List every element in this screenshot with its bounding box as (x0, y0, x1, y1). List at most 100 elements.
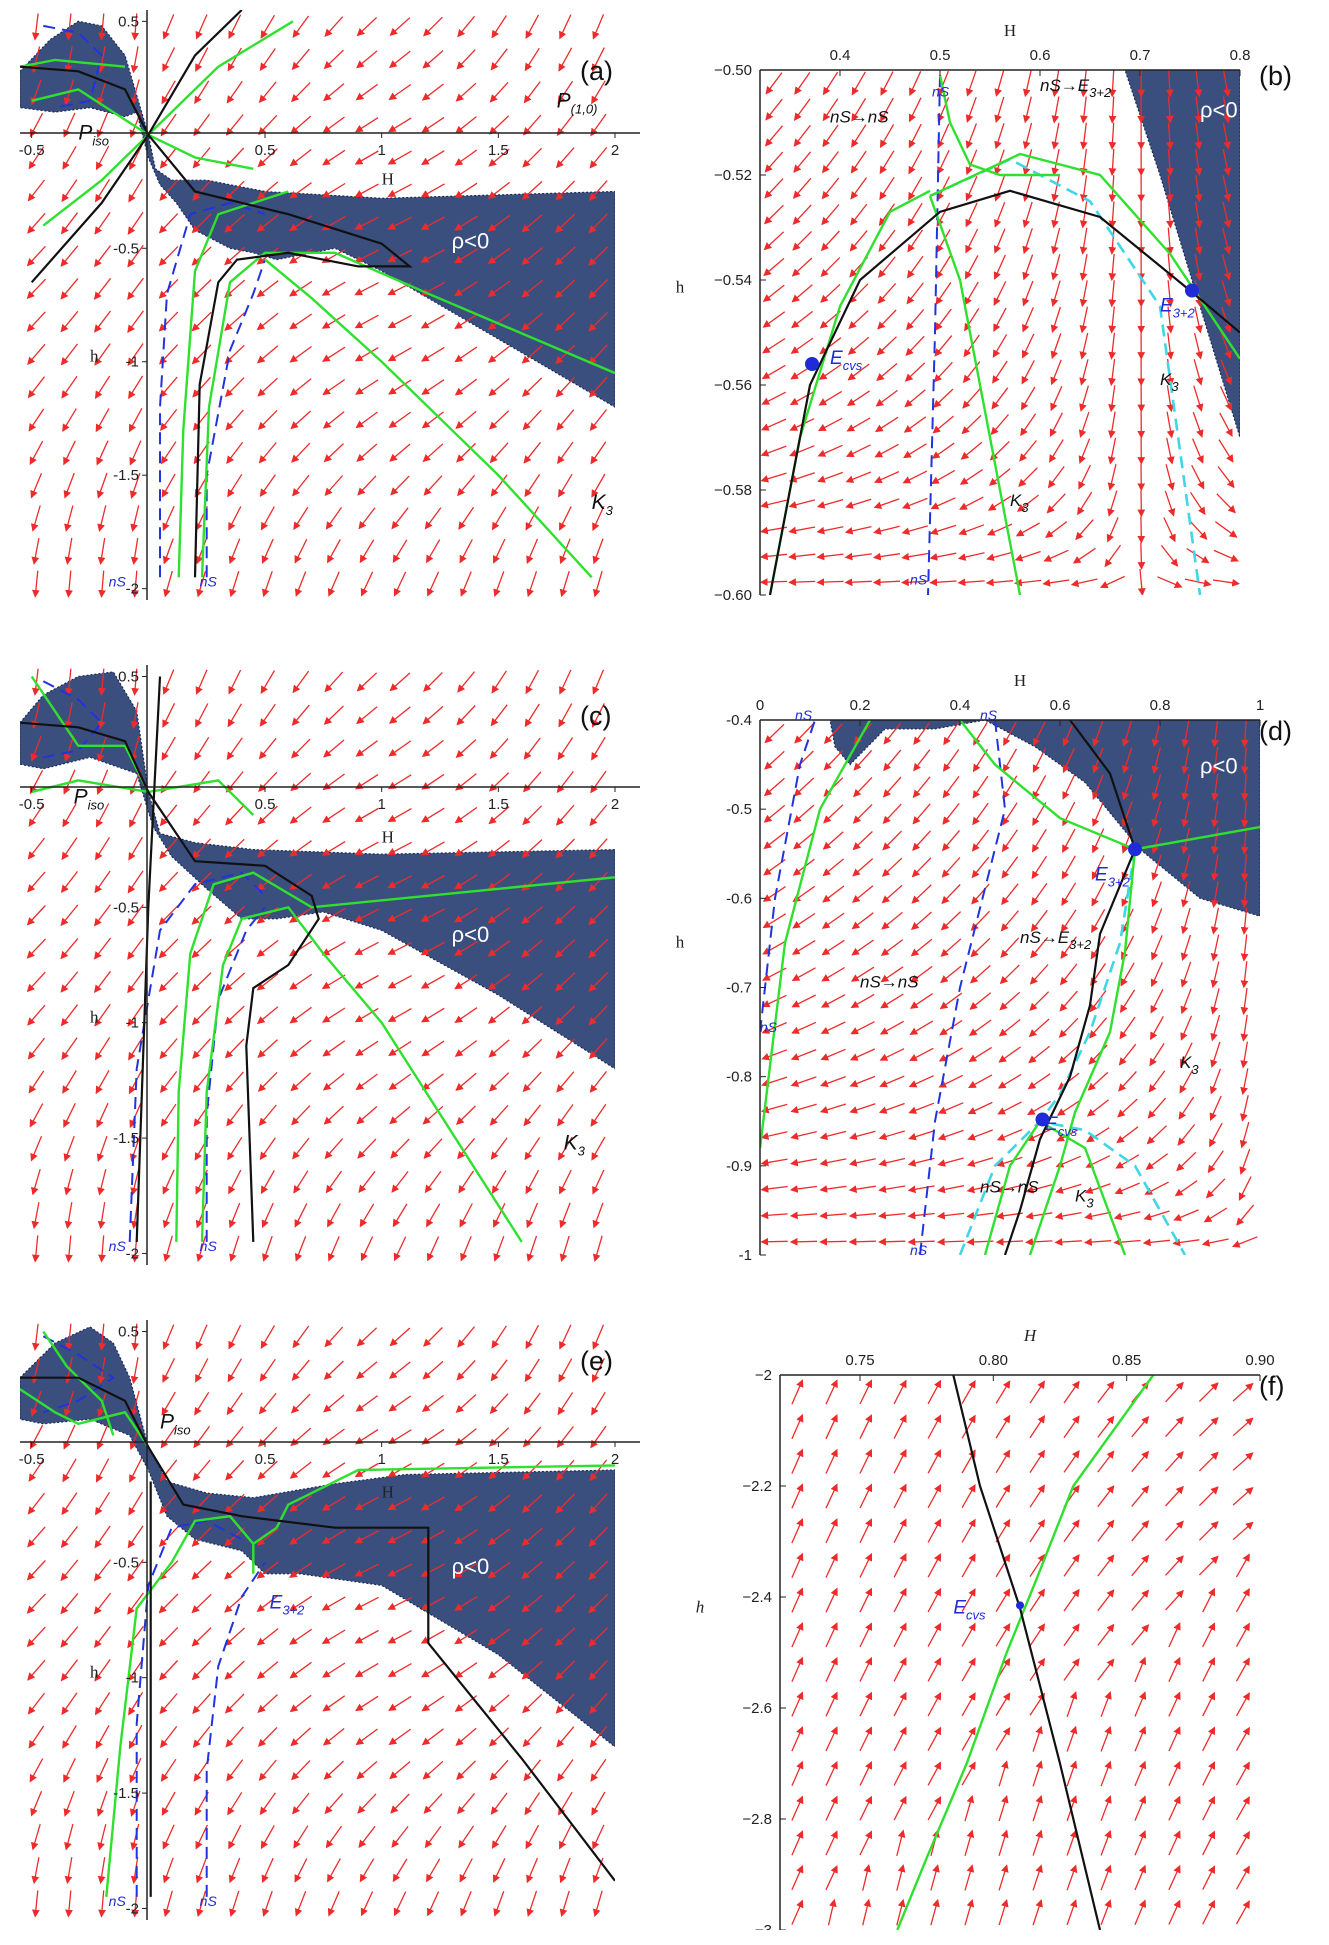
field-arrow (961, 1692, 976, 1717)
field-arrow (792, 177, 812, 199)
plot-annotation: nS (932, 83, 950, 99)
field-arrow (875, 389, 898, 407)
field-arrow (881, 857, 903, 877)
field-arrow (322, 1007, 346, 1023)
field-arrow (61, 1037, 78, 1061)
field-arrow (491, 506, 507, 531)
field-arrow (453, 907, 478, 923)
plot-annotation: nS→nS (980, 1178, 1039, 1197)
field-arrow (454, 1461, 478, 1479)
field-arrow (325, 1825, 343, 1849)
field-arrow (1240, 907, 1249, 935)
field-arrow (526, 1857, 539, 1884)
field-arrow (821, 939, 845, 956)
field-arrow (588, 938, 609, 959)
field-arrow (159, 838, 178, 860)
field-arrow (1221, 254, 1232, 281)
field-arrow (825, 1726, 838, 1752)
field-arrow (127, 1003, 144, 1027)
field-arrow (127, 343, 144, 366)
field-arrow (355, 83, 378, 101)
green-curve (760, 720, 872, 1149)
field-arrow (789, 1211, 818, 1220)
field-arrow (819, 337, 842, 355)
field-arrow (1022, 280, 1034, 307)
field-arrow (859, 1552, 873, 1578)
field-arrow (1029, 1657, 1046, 1682)
field-arrow (225, 114, 244, 136)
field-arrow (1201, 1238, 1229, 1247)
field-arrow (845, 444, 871, 457)
field-arrow (391, 1826, 409, 1848)
field-arrow (556, 1071, 575, 1093)
field-arrow (995, 1449, 1011, 1474)
field-arrow (1211, 773, 1219, 802)
field-arrow (64, 1823, 74, 1851)
y-tick-label: -0.9 (726, 1158, 752, 1175)
x-tick-label: 0.5 (930, 47, 951, 64)
field-arrow (968, 1019, 992, 1036)
field-arrow (224, 213, 245, 233)
field-arrow (1198, 1520, 1219, 1541)
field-arrow (130, 46, 139, 74)
field-arrow (94, 904, 112, 927)
field-arrow (589, 1459, 608, 1482)
field-arrow (1216, 493, 1236, 514)
field-arrow (191, 1005, 212, 1026)
field-arrow (26, 245, 46, 267)
field-arrow (389, 672, 411, 692)
field-arrow (791, 1518, 804, 1544)
field-arrow (817, 471, 844, 483)
field-arrow (224, 838, 245, 859)
field-arrow (961, 1622, 976, 1647)
field-arrow (588, 1493, 608, 1514)
field-arrow (487, 1595, 511, 1612)
field-arrow (162, 1169, 175, 1195)
field-arrow (1168, 1830, 1181, 1856)
field-arrow (390, 475, 410, 496)
field-arrow (1218, 439, 1234, 463)
field-arrow (226, 1759, 244, 1782)
field-arrow (387, 150, 412, 165)
field-arrow (1168, 1760, 1181, 1786)
field-arrow (426, 1891, 440, 1917)
green-curve (105, 1514, 255, 1898)
field-arrow (1180, 988, 1192, 1015)
field-arrow (158, 311, 179, 332)
field-arrow (965, 228, 979, 254)
field-arrow (1235, 1830, 1250, 1855)
field-arrow (1022, 307, 1034, 333)
field-arrow (825, 1691, 838, 1717)
field-arrow (324, 1793, 344, 1815)
field-arrow (763, 257, 785, 277)
field-arrow (195, 703, 209, 728)
field-arrow (592, 1358, 605, 1383)
field-arrow (360, 1891, 374, 1917)
field-arrow (1165, 464, 1175, 491)
field-arrow (162, 14, 175, 40)
nullcline-dashed-curve (760, 720, 816, 1033)
field-arrow (961, 1414, 976, 1439)
field-arrow (1113, 1211, 1141, 1221)
field-arrow (194, 736, 210, 761)
field-arrow (876, 363, 898, 382)
field-arrow (592, 570, 603, 598)
field-arrow (822, 885, 845, 903)
field-arrow (820, 230, 840, 252)
field-arrow (859, 1483, 873, 1509)
field-arrow (393, 571, 407, 597)
field-arrow (862, 1864, 872, 1891)
field-arrow (228, 669, 242, 695)
field-arrow (850, 1021, 875, 1035)
field-arrow (1049, 412, 1063, 438)
field-arrow (523, 1104, 542, 1127)
field-arrow (292, 670, 310, 694)
y-tick-label: -1.5 (113, 467, 139, 484)
x-tick-label: 1 (377, 142, 385, 159)
field-arrow (853, 776, 873, 798)
field-arrow (1209, 1095, 1222, 1121)
field-arrow (1084, 1183, 1111, 1194)
field-arrow (1078, 438, 1091, 464)
field-arrow (459, 1858, 473, 1883)
field-arrow (1211, 720, 1219, 748)
